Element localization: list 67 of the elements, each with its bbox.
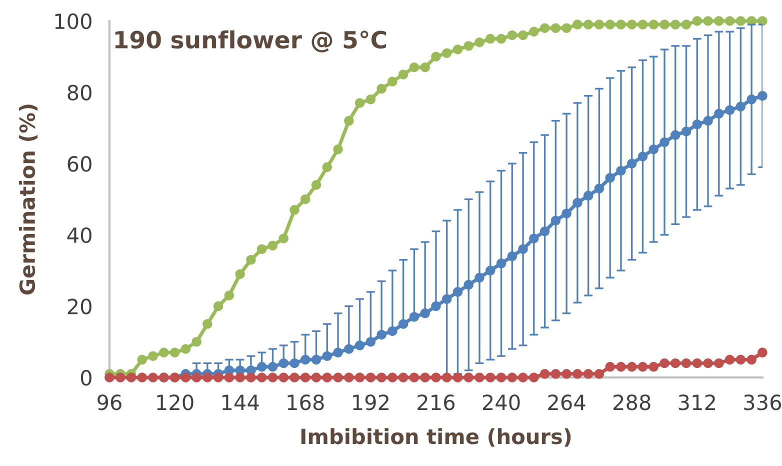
point [354,340,365,350]
point [398,319,408,329]
point [670,130,680,140]
point [420,308,430,318]
point [583,190,594,201]
point [268,362,278,372]
point [616,166,626,176]
point [333,348,343,358]
point [300,354,310,364]
point [562,208,572,218]
chart-title: 190 sunflower @ 5°C [115,30,386,52]
point [692,119,702,130]
y-axis-title: Germination (%) [18,104,38,295]
point [366,336,376,347]
point [474,272,484,283]
x-axis-title: Imbibition time (hours) [301,428,571,447]
y-tick-label: 80 [68,84,92,100]
point [681,126,692,136]
point [442,294,452,304]
point [464,280,474,290]
x-tick-label: 288 [614,394,650,410]
point [256,362,267,372]
point [278,358,288,368]
point [344,344,354,354]
point [758,90,768,101]
point [626,158,637,168]
point [660,137,670,148]
point [638,152,648,162]
x-tick-label: 264 [548,394,586,410]
point [594,184,604,194]
point [648,144,658,154]
x-tick-label: 312 [678,394,715,410]
point [529,234,539,244]
point [486,266,496,276]
x-tick-label: 144 [222,394,259,410]
point [507,251,518,262]
point [388,326,398,336]
y-tick-label: 100 [55,13,92,30]
point [518,244,528,254]
x-tick-label: 168 [288,394,324,410]
x-tick-label: 120 [157,394,194,410]
point [431,301,441,312]
point [496,258,506,268]
point [550,216,561,226]
point [311,354,322,364]
y-tick-label: 20 [68,298,92,314]
point [736,102,746,112]
point [540,226,550,236]
x-tick-label: 216 [418,394,455,410]
point [376,330,386,340]
x-tick-label: 240 [482,394,520,410]
point [714,108,724,119]
point [746,94,756,104]
point [572,198,582,208]
x-tick-label: 336 [744,394,782,410]
point [290,358,300,368]
x-tick-label: 96 [98,394,122,410]
y-tick-label: 60 [68,156,92,172]
point [724,105,735,115]
x-tick-label: 192 [353,394,388,410]
y-tick-label: 0 [80,370,92,386]
y-tick-label: 40 [67,227,92,244]
point [322,351,332,361]
point [452,287,463,297]
point [605,172,615,183]
point [703,116,713,126]
point [409,312,420,322]
